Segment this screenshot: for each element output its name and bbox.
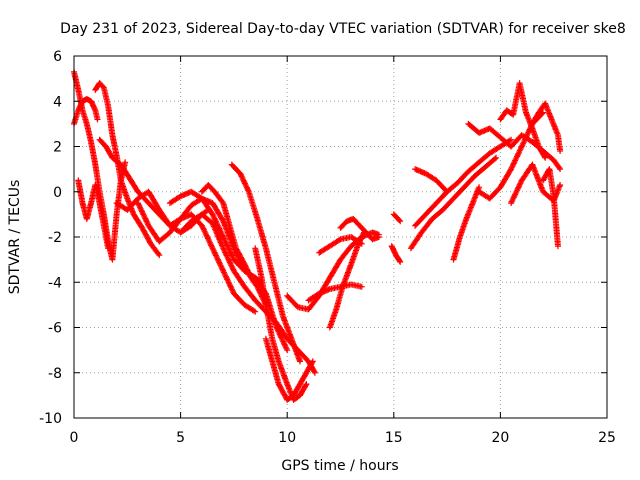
data-point-markers xyxy=(390,211,404,225)
data-point-markers xyxy=(388,243,404,265)
series-s24 xyxy=(450,184,483,263)
y-tick-label: 2 xyxy=(53,140,62,156)
series-s21 xyxy=(407,154,500,252)
data-point-markers xyxy=(198,182,269,308)
series-s3 xyxy=(75,177,112,252)
axis-ticks: 0 5 10 15 20 25 -10 -8 -6 -4 -2 0 2 4 6 xyxy=(39,49,616,446)
data-point-markers xyxy=(228,161,303,365)
data-point-markers xyxy=(540,166,561,250)
x-tick-label: 0 xyxy=(70,430,79,446)
x-tick-label: 20 xyxy=(491,430,509,446)
series-s4 xyxy=(92,80,163,259)
y-tick-label: 4 xyxy=(53,94,62,110)
y-tick-label: -10 xyxy=(39,411,62,427)
series-s13 xyxy=(262,335,316,403)
series-s22 xyxy=(412,136,515,229)
series-s11 xyxy=(228,161,303,365)
data-point-markers xyxy=(412,166,451,195)
x-tick-label: 10 xyxy=(278,430,296,446)
data-point-markers xyxy=(75,177,112,252)
series-s23 xyxy=(412,166,451,195)
x-tick-label: 15 xyxy=(385,430,403,446)
series-s10 xyxy=(198,182,269,308)
data-point-markers xyxy=(337,215,382,243)
y-tick-label: -2 xyxy=(48,230,62,246)
data-point-markers xyxy=(407,154,500,252)
series-s29 xyxy=(529,100,564,154)
y-tick-label: 0 xyxy=(53,185,62,201)
series-s30 xyxy=(540,166,561,250)
chart-title: Day 231 of 2023, Sidereal Day-to-day VTE… xyxy=(60,21,626,37)
x-tick-label: 25 xyxy=(598,430,616,446)
series-s20 xyxy=(390,211,404,225)
data-points xyxy=(71,68,564,403)
series-s18 xyxy=(337,215,382,243)
series-s17 xyxy=(326,229,367,331)
data-point-markers xyxy=(497,80,549,161)
y-tick-label: -4 xyxy=(48,275,62,291)
data-point-markers xyxy=(252,245,310,403)
series-s27 xyxy=(497,80,549,161)
y-axis-label: SDTVAR / TECUs xyxy=(7,180,23,295)
series-s19 xyxy=(388,243,404,265)
data-point-markers xyxy=(412,136,515,229)
data-point-markers xyxy=(450,184,483,263)
data-point-markers xyxy=(92,80,163,259)
data-point-markers xyxy=(326,229,367,331)
data-point-markers xyxy=(529,100,564,154)
x-axis-label: GPS time / hours xyxy=(281,458,398,474)
y-tick-label: 6 xyxy=(53,49,62,65)
x-tick-label: 5 xyxy=(176,430,185,446)
data-point-markers xyxy=(262,335,316,403)
y-tick-label: -8 xyxy=(48,366,62,382)
y-tick-label: -6 xyxy=(48,321,62,337)
series-s12 xyxy=(252,245,310,403)
